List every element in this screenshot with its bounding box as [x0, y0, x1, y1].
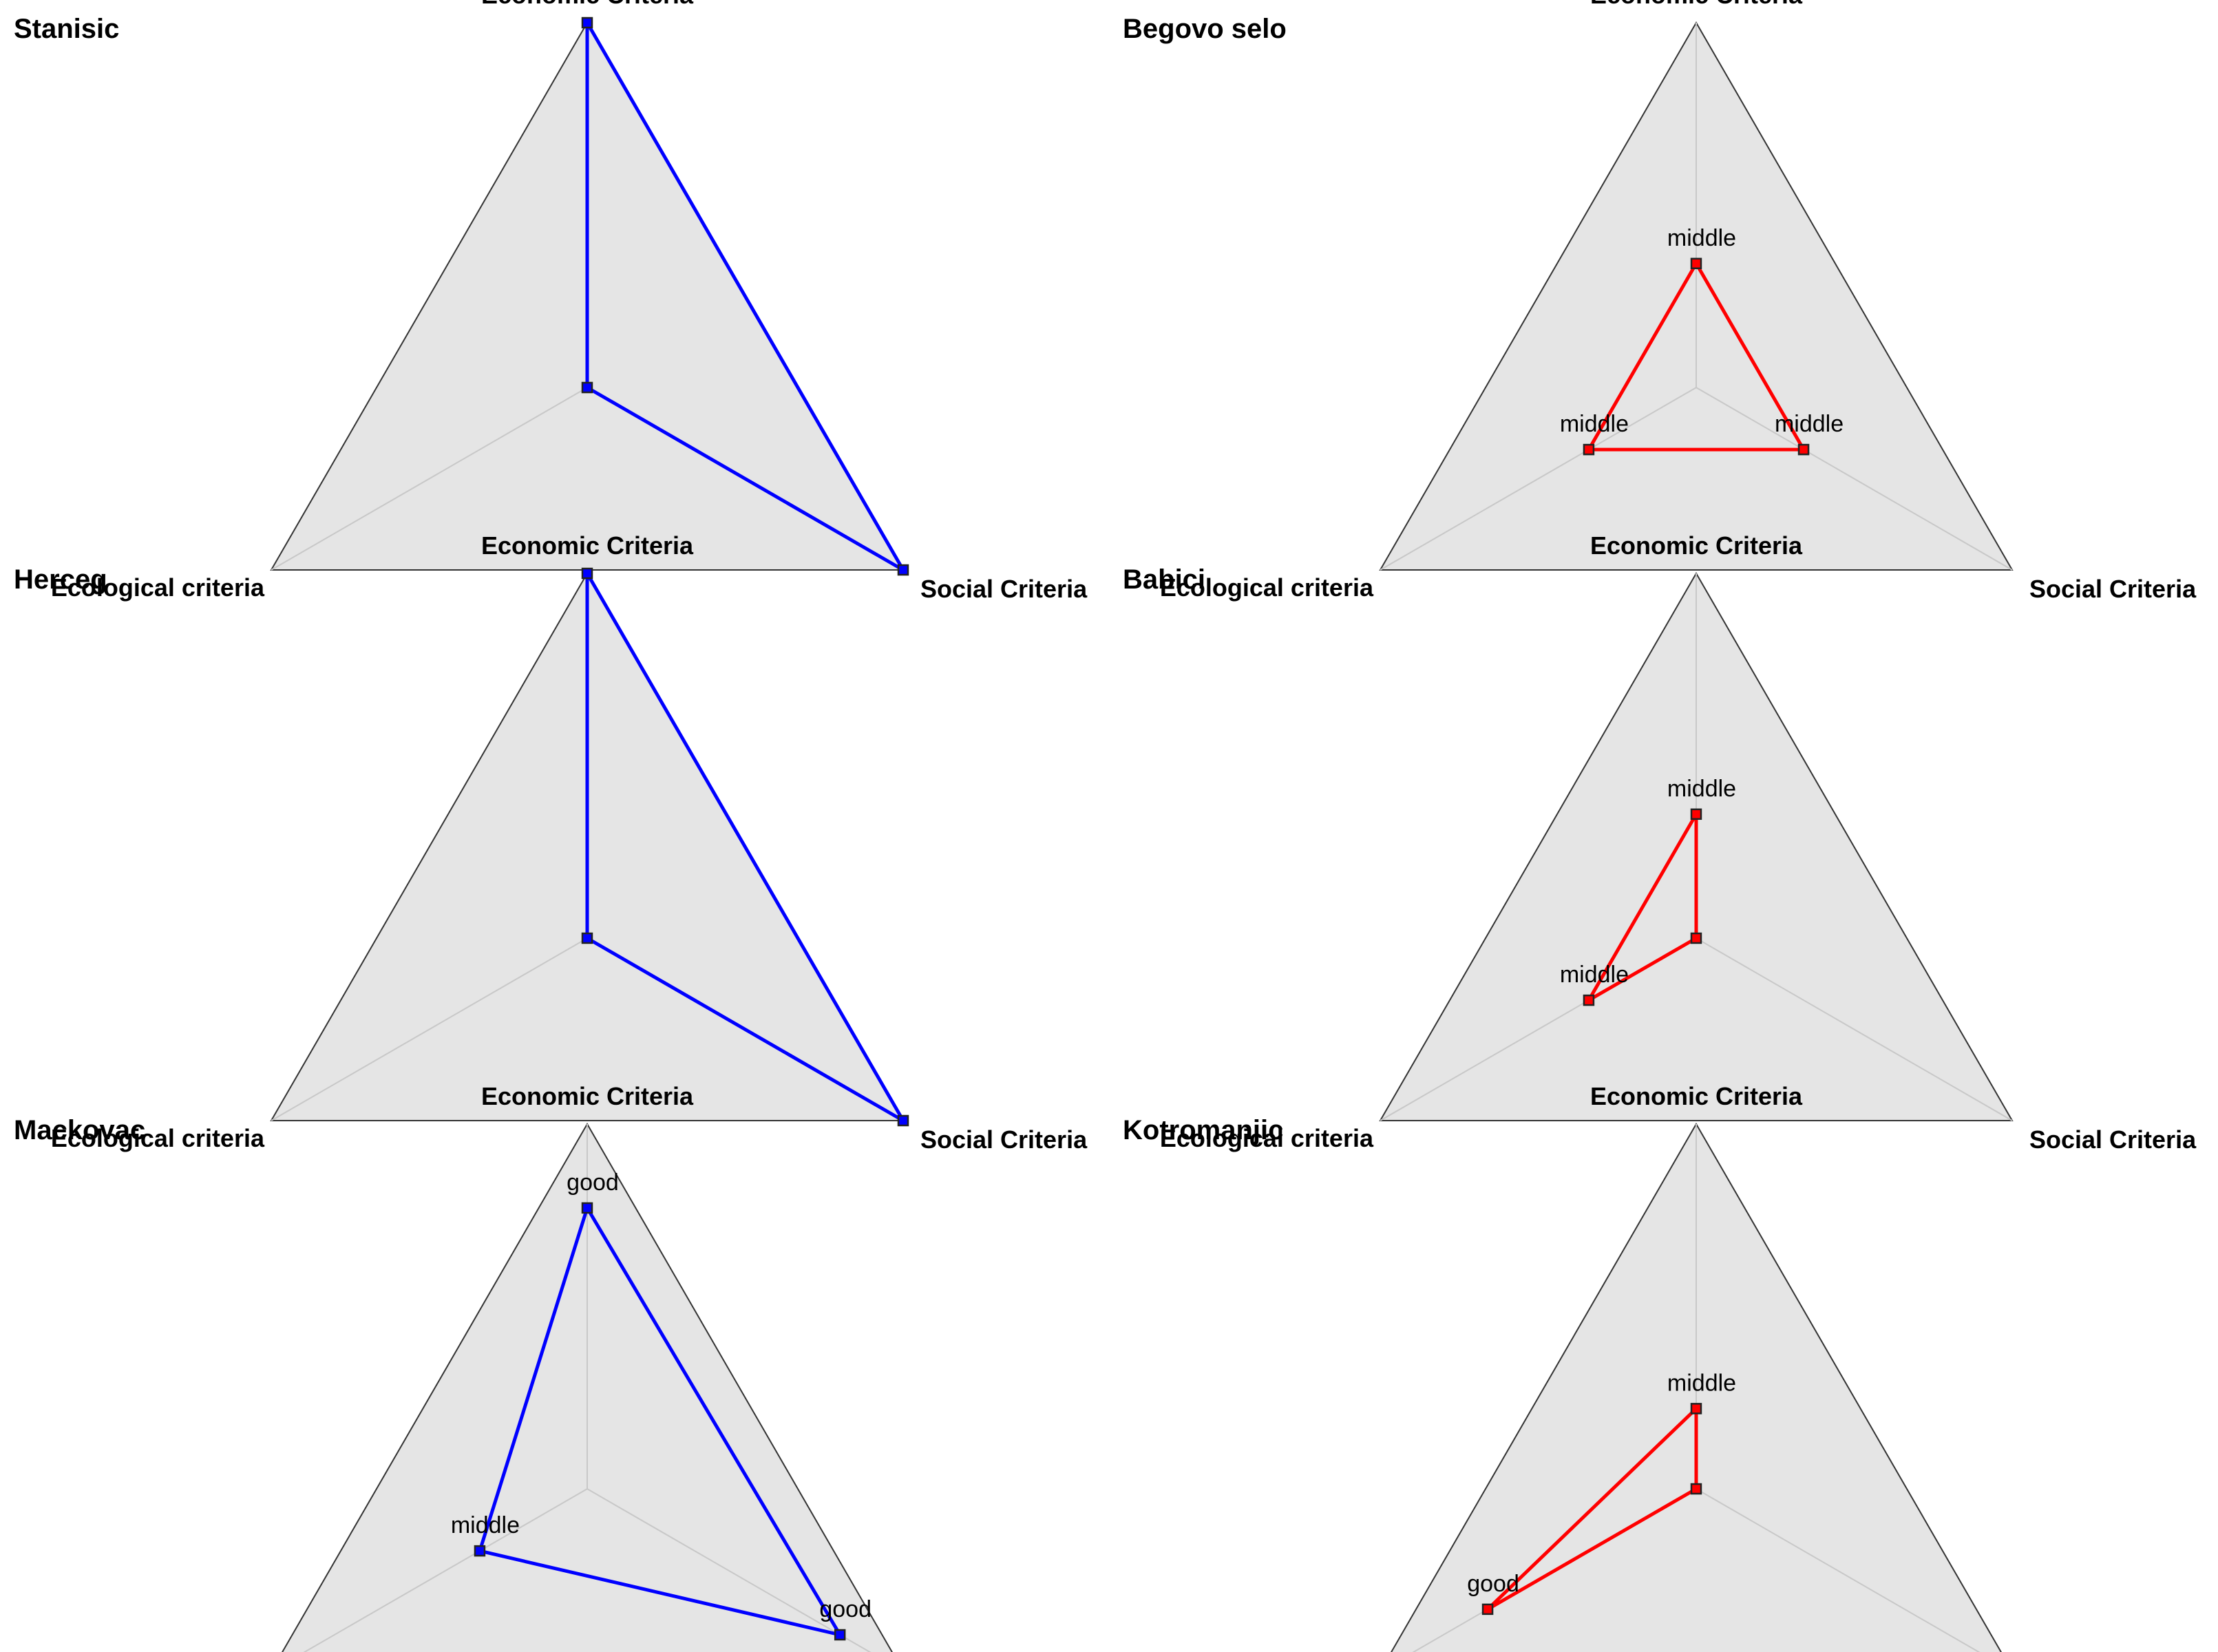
data-point	[581, 381, 593, 394]
data-point	[897, 564, 909, 576]
axis-label: Ecological criteria	[51, 573, 265, 602]
panel-title: Kotromanjic	[1123, 1115, 1283, 1145]
data-label: middle	[1667, 776, 1736, 802]
axis-label: Economic Criteria	[1590, 0, 1803, 9]
data-point	[1583, 994, 1595, 1006]
axis-label: Social Criteria	[920, 575, 1088, 603]
radar-spoke	[1696, 387, 2013, 571]
radar-spoke	[271, 938, 588, 1121]
data-point	[581, 1202, 593, 1214]
series-line	[1486, 1406, 1698, 1611]
radar-panel-2: Herceg Economic Criteria Social Criteria Ec…	[14, 531, 1088, 1154]
series-line	[585, 571, 905, 1123]
axis-label: Social Criteria	[920, 1125, 1088, 1154]
panel-title: Mackovac	[14, 1115, 145, 1145]
data-label: good	[1467, 1571, 1519, 1597]
data-point	[1690, 257, 1702, 270]
data-point	[1690, 932, 1702, 944]
data-point	[581, 567, 593, 580]
radar-panel-1: Begovo selo Economic Criteria Social Crite…	[1123, 0, 2197, 603]
series-line	[1587, 812, 1698, 1002]
data-point	[1797, 443, 1810, 456]
data-point	[1481, 1603, 1494, 1616]
data-point	[897, 1114, 909, 1127]
data-label: middle	[1667, 225, 1736, 251]
axis-label: Social Criteria	[2029, 575, 2197, 603]
data-point	[1690, 1483, 1702, 1495]
radar-panel-3: Babici Economic Criteria Social Criteria Ec…	[1123, 531, 2197, 1154]
axis-label: Ecological criteria	[51, 1124, 265, 1152]
data-point	[474, 1545, 486, 1557]
axis-label: Ecological criteria	[1160, 573, 1374, 602]
data-label: middle	[1560, 962, 1629, 988]
axis-label: Economic Criteria	[481, 0, 694, 9]
data-label: middle	[1667, 1370, 1736, 1396]
radar-spoke	[1696, 938, 2013, 1121]
data-label: middle	[1560, 411, 1629, 437]
series-line	[478, 1206, 842, 1637]
radar-spoke	[1696, 1488, 1981, 1652]
panel-title: Begovo selo	[1123, 14, 1287, 44]
radar-spoke	[271, 387, 588, 571]
radar-spoke	[587, 1488, 872, 1652]
data-label: middle	[451, 1512, 520, 1538]
panel-title: Stanisic	[14, 14, 119, 44]
axis-label: Economic Criteria	[481, 1082, 694, 1110]
panel-title: Babici	[1123, 564, 1205, 595]
data-label: good	[819, 1596, 872, 1622]
axis-label: Economic Criteria	[1590, 531, 1803, 560]
series-line	[585, 21, 905, 572]
data-point	[1690, 1403, 1702, 1415]
data-label: good	[567, 1169, 619, 1196]
radar-spoke	[1380, 387, 1697, 571]
data-point	[1690, 808, 1702, 820]
radar-panel-0: Stanisic Economic Criteria Social Criteria…	[14, 0, 1088, 603]
data-point	[834, 1629, 846, 1641]
radar-spoke	[303, 1488, 588, 1652]
data-point	[1583, 443, 1595, 456]
data-point	[581, 932, 593, 944]
series-line	[1587, 262, 1806, 452]
data-label: middle	[1775, 411, 1844, 437]
axis-label: Social Criteria	[2029, 1125, 2197, 1154]
axis-label: Economic Criteria	[481, 531, 694, 560]
axis-label: Ecological criteria	[1160, 1124, 1374, 1152]
axis-label: Economic Criteria	[1590, 1082, 1803, 1110]
panel-title: Herceg	[14, 564, 107, 595]
data-point	[581, 17, 593, 29]
